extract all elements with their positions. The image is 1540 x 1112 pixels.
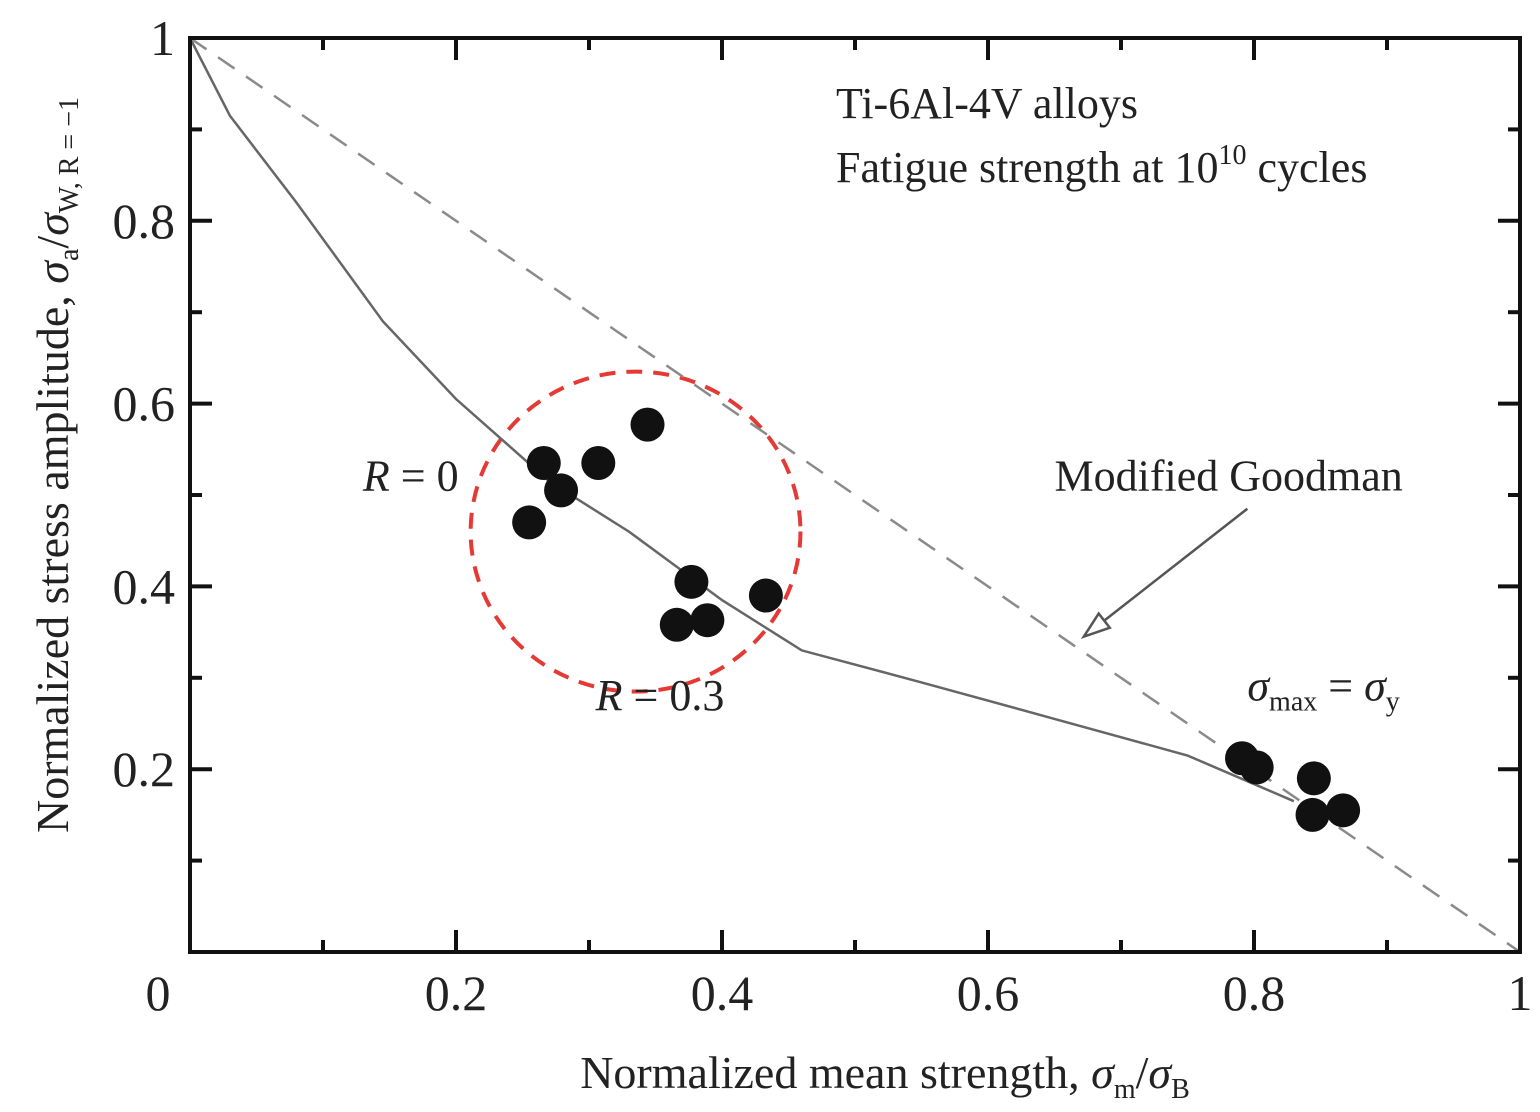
annotation-r-0-3-rest: = 0.3 bbox=[623, 671, 725, 720]
chart-title: Ti-6Al-4V alloys bbox=[836, 79, 1138, 128]
annotation-r-0-3-var: R bbox=[595, 671, 623, 720]
goodman-arrow-line bbox=[1103, 507, 1249, 622]
y-tick-label: 0.8 bbox=[113, 193, 176, 249]
annotation-sigma-max-s2: σ bbox=[1364, 662, 1388, 711]
subtitle-main: Fatigue strength at 10 bbox=[836, 143, 1219, 192]
y-tick-label: 1 bbox=[150, 10, 175, 66]
x-axis-title-s2: σ bbox=[1148, 1047, 1173, 1098]
data-point bbox=[526, 446, 561, 481]
x-axis-title-s1: σ bbox=[1091, 1047, 1116, 1098]
trend-curve bbox=[188, 37, 1295, 803]
y-axis-title-prefix: Normalized stress amplitude, bbox=[27, 284, 78, 833]
annotation-sigma-max-s2-sub: y bbox=[1386, 687, 1400, 718]
annotation-r-0-rest: = 0 bbox=[390, 451, 459, 500]
annotation-modified-goodman: Modified Goodman bbox=[1055, 451, 1403, 500]
x-axis-title-slash: / bbox=[1136, 1047, 1149, 1098]
subtitle-exponent: 10 bbox=[1219, 140, 1247, 171]
modified-goodman-line bbox=[189, 36, 1521, 954]
data-point bbox=[690, 603, 725, 638]
data-point bbox=[1239, 750, 1274, 785]
chart-subtitle: Fatigue strength at 1010 cycles bbox=[836, 140, 1367, 192]
annotation-r-0: R = 0 bbox=[362, 451, 459, 500]
y-tick-label: 0.4 bbox=[113, 558, 176, 614]
goodman-arrow bbox=[1080, 507, 1249, 640]
y-tick-label: 0.6 bbox=[113, 376, 176, 432]
x-tick-label: 1 bbox=[1508, 965, 1533, 1021]
x-axis-title: Normalized mean strength, σm/σB bbox=[580, 1047, 1190, 1105]
data-point bbox=[674, 564, 709, 599]
goodman-arrow-head bbox=[1080, 611, 1112, 640]
data-point bbox=[512, 505, 547, 540]
x-axis-title-s1-sub: m bbox=[1114, 1074, 1136, 1105]
y-axis-title-s1-sub: a bbox=[54, 248, 85, 261]
y-axis-title-s2: σ bbox=[27, 211, 78, 236]
lines-layer bbox=[188, 36, 1521, 954]
data-point bbox=[1296, 761, 1331, 796]
subtitle-tail: cycles bbox=[1247, 143, 1368, 192]
x-axis-title-prefix: Normalized mean strength, bbox=[580, 1047, 1091, 1098]
annotation-sigma-max-eq: = bbox=[1317, 662, 1364, 711]
data-point bbox=[1295, 797, 1330, 832]
points-layer bbox=[512, 407, 1361, 832]
y-tick-labels: 0.2 0.4 0.6 0.8 1 bbox=[113, 10, 176, 797]
data-point bbox=[748, 578, 783, 613]
y-axis-title-slash: / bbox=[27, 236, 78, 249]
plot-frame bbox=[188, 36, 1522, 954]
y-tick-label: 0.2 bbox=[113, 741, 176, 797]
annotation-r-0-3: R = 0.3 bbox=[595, 671, 725, 720]
x-tick-label: 0.2 bbox=[425, 965, 488, 1021]
x-tick-label: 0.4 bbox=[691, 965, 754, 1021]
x-tick-labels: 0 0.2 0.4 0.6 0.8 1 bbox=[146, 965, 1533, 1021]
data-point bbox=[1326, 793, 1361, 828]
data-point bbox=[544, 473, 579, 508]
y-axis-title-s1: σ bbox=[27, 259, 78, 284]
x-tick-label: 0 bbox=[146, 965, 171, 1021]
data-point bbox=[659, 607, 694, 642]
y-axis-title: Normalized stress amplitude, σa/σW, R = … bbox=[27, 97, 85, 833]
x-tick-label: 0.8 bbox=[1223, 965, 1286, 1021]
annotation-sigma-max-s1-sub: max bbox=[1269, 687, 1317, 718]
annotation-r-0-var: R bbox=[362, 451, 390, 500]
annotation-sigma-max: σmax = σy bbox=[1247, 662, 1399, 718]
y-axis-title-s2-sub: W, R = −1 bbox=[54, 97, 85, 213]
x-tick-label: 0.6 bbox=[957, 965, 1020, 1021]
data-point bbox=[630, 407, 665, 442]
data-point bbox=[581, 446, 616, 481]
highlight-circle bbox=[468, 369, 803, 694]
x-axis-title-s2-sub: B bbox=[1171, 1074, 1190, 1105]
annotation-sigma-max-s1: σ bbox=[1247, 662, 1271, 711]
